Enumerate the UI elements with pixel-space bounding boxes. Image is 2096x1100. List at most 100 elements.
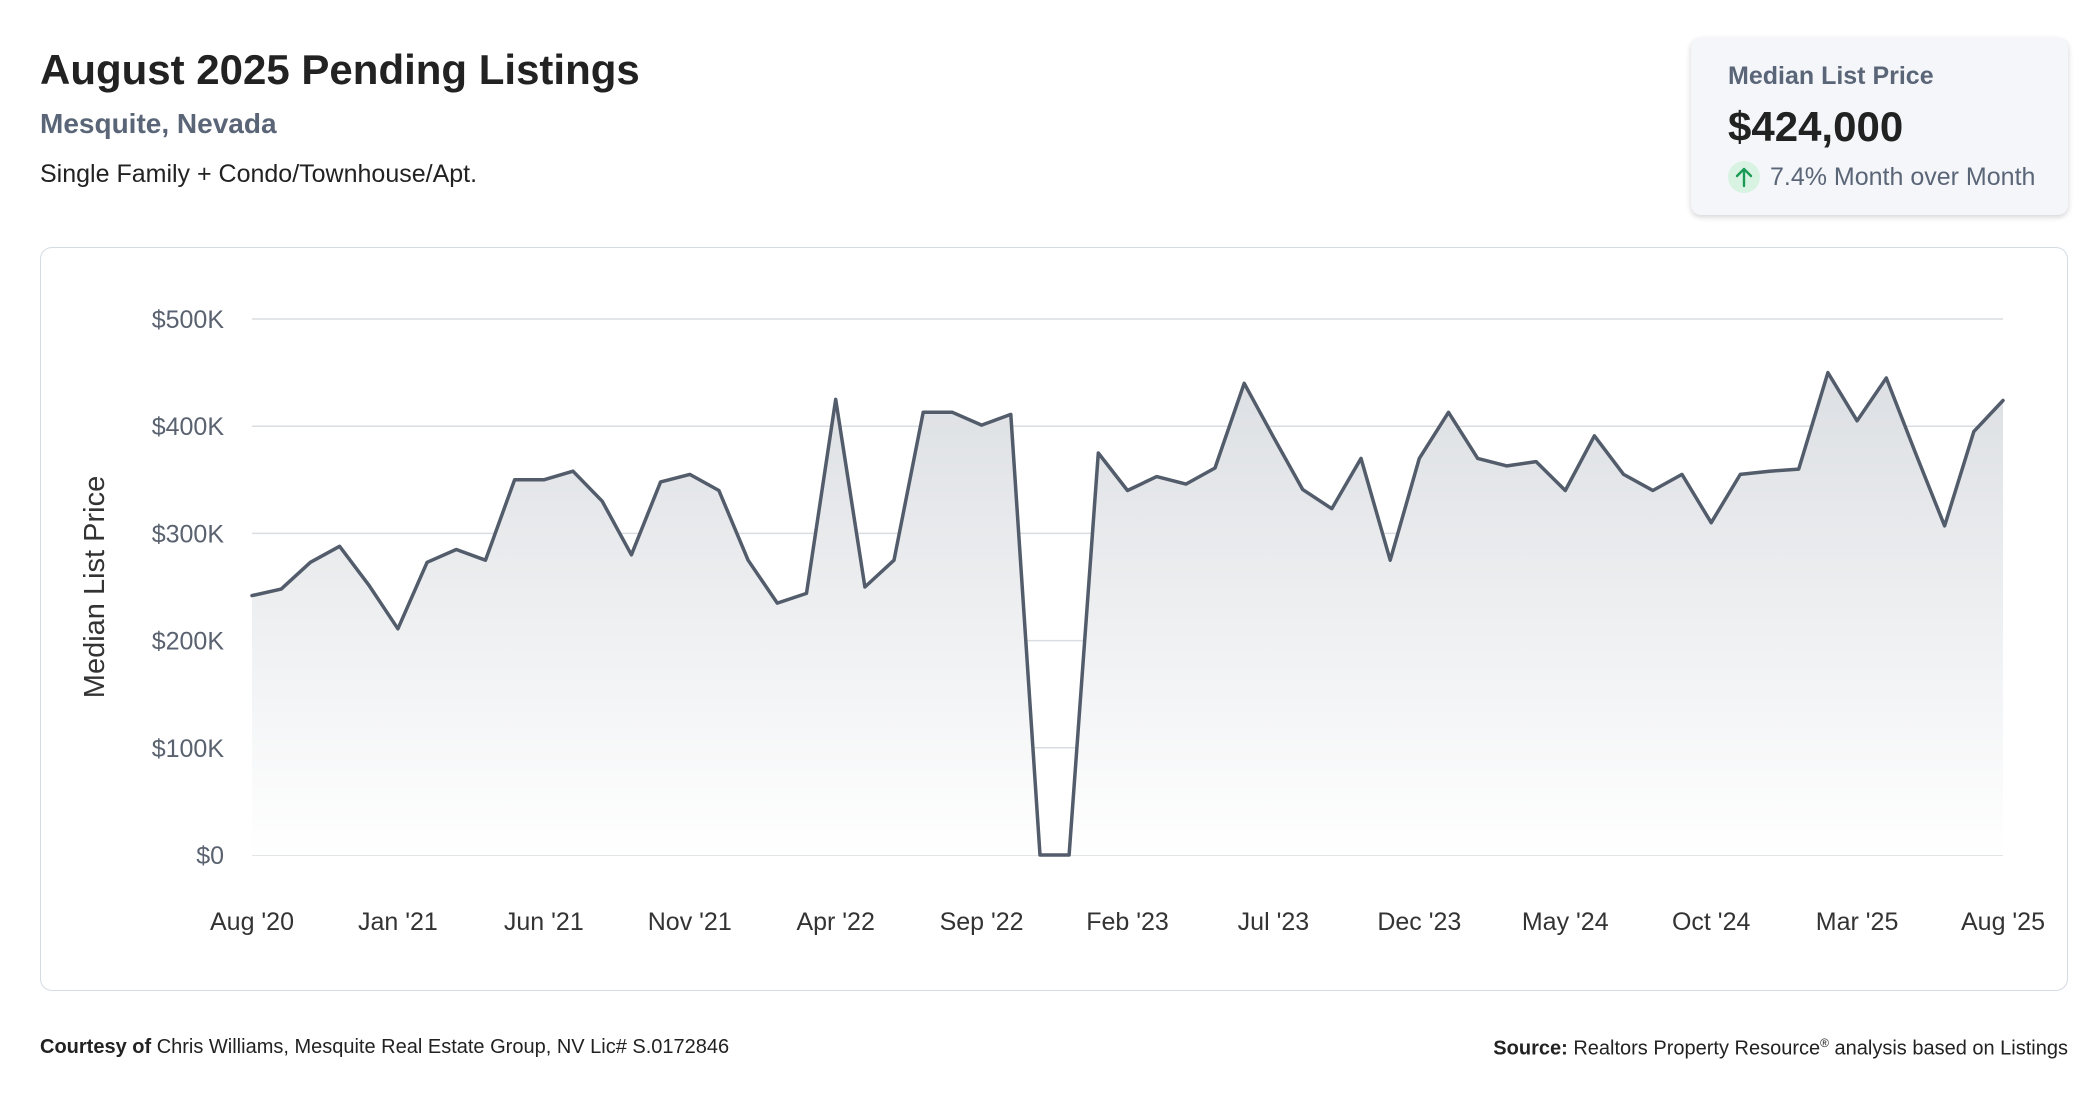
area-fill bbox=[252, 372, 2003, 855]
courtesy-line: Courtesy of Chris Williams, Mesquite Rea… bbox=[40, 1036, 729, 1059]
data-point bbox=[1884, 376, 1888, 380]
y-tick-label: $0 bbox=[196, 842, 224, 870]
data-point bbox=[1913, 451, 1917, 455]
data-point bbox=[1534, 460, 1538, 464]
data-point bbox=[863, 585, 867, 589]
data-point bbox=[1826, 371, 1830, 375]
data-point bbox=[892, 558, 896, 562]
x-tick-label: Sep '22 bbox=[940, 908, 1024, 936]
data-point bbox=[279, 587, 283, 591]
data-point bbox=[1972, 430, 1976, 434]
data-point bbox=[1563, 489, 1567, 493]
data-point bbox=[1447, 410, 1451, 414]
y-tick-label: $500K bbox=[152, 306, 225, 334]
series-line bbox=[250, 370, 2005, 857]
data-point bbox=[1417, 456, 1421, 460]
courtesy-text: Chris Williams, Mesquite Real Estate Gro… bbox=[156, 1036, 730, 1058]
source-text: analysis based on Listings bbox=[1834, 1037, 2068, 1060]
registered-mark: ® bbox=[1820, 1036, 1829, 1050]
property-types: Single Family + Condo/Townhouse/Apt. bbox=[40, 160, 478, 188]
y-tick-label: $100K bbox=[152, 735, 225, 763]
data-point bbox=[1738, 472, 1742, 476]
data-point bbox=[1592, 434, 1596, 438]
data-point bbox=[688, 472, 692, 476]
data-point bbox=[1271, 435, 1275, 439]
data-point bbox=[1855, 419, 1859, 423]
data-point bbox=[980, 423, 984, 427]
data-point bbox=[1388, 558, 1392, 562]
data-point bbox=[950, 410, 954, 414]
data-point bbox=[1797, 467, 1801, 471]
x-tick-label: Jul '23 bbox=[1238, 908, 1309, 936]
data-point bbox=[746, 558, 750, 562]
page-title: August 2025 Pending Listings bbox=[40, 46, 640, 93]
data-point bbox=[1155, 475, 1159, 479]
chart-container: $0 $100K $200K $300K $400K $500K Aug '20 Jan '2… bbox=[40, 247, 2068, 991]
data-point bbox=[1301, 487, 1305, 491]
data-point bbox=[308, 560, 312, 564]
data-point bbox=[717, 489, 721, 493]
data-point bbox=[1009, 412, 1013, 416]
data-point bbox=[454, 547, 458, 551]
x-tick-label: Nov '21 bbox=[648, 908, 732, 936]
data-point bbox=[338, 544, 342, 548]
source-name: Realtors Property Resource bbox=[1573, 1037, 1821, 1060]
x-tick-label: Aug '20 bbox=[210, 908, 294, 936]
data-point bbox=[513, 478, 517, 482]
y-tick-label: $400K bbox=[152, 413, 225, 441]
data-point bbox=[1651, 489, 1655, 493]
data-point bbox=[1096, 451, 1100, 455]
data-point bbox=[1680, 472, 1684, 476]
data-point bbox=[396, 627, 400, 631]
x-tick-label: Aug '25 bbox=[1961, 908, 2045, 936]
stat-change: 7.4% Month over Month bbox=[1728, 161, 2068, 193]
arrow-up-icon bbox=[1728, 161, 1760, 193]
data-point bbox=[1476, 456, 1480, 460]
data-point bbox=[804, 591, 808, 595]
y-tick-label: $200K bbox=[152, 628, 225, 656]
data-point bbox=[1242, 381, 1246, 385]
source-label: Source: bbox=[1493, 1037, 1568, 1060]
stat-label: Median List Price bbox=[1728, 62, 1934, 90]
x-tick-label: May '24 bbox=[1522, 908, 1609, 936]
x-tick-label: Jan '21 bbox=[358, 908, 438, 936]
stat-value: $424,000 bbox=[1728, 103, 1904, 150]
data-point bbox=[1330, 507, 1334, 511]
data-point bbox=[921, 410, 925, 414]
data-point bbox=[2001, 398, 2005, 402]
x-tick-label: Jun '21 bbox=[504, 908, 584, 936]
data-point bbox=[483, 558, 487, 562]
data-point bbox=[367, 583, 371, 587]
data-point bbox=[600, 499, 604, 503]
data-point bbox=[1038, 853, 1042, 857]
stat-change-text: 7.4% Month over Month bbox=[1770, 162, 2036, 191]
median-price-card: Median List Price $424,000 7.4% Month ov… bbox=[1691, 38, 2068, 215]
data-point bbox=[1709, 521, 1713, 525]
data-point bbox=[1768, 469, 1772, 473]
y-tick-label: $300K bbox=[152, 520, 225, 548]
data-point bbox=[1067, 853, 1071, 857]
data-point bbox=[1213, 466, 1217, 470]
x-tick-label: Mar '25 bbox=[1816, 908, 1899, 936]
price-chart: $0 $100K $200K $300K $400K $500K Aug '20 Jan '2… bbox=[79, 306, 2045, 936]
data-point bbox=[250, 594, 254, 598]
data-point bbox=[425, 560, 429, 564]
data-point bbox=[542, 478, 546, 482]
x-tick-label: Apr '22 bbox=[796, 908, 874, 936]
data-point bbox=[1126, 489, 1130, 493]
data-point bbox=[1184, 482, 1188, 486]
data-point bbox=[629, 553, 633, 557]
source-line: Source: Realtors Property Resource® anal… bbox=[1493, 1036, 2068, 1061]
data-point bbox=[1359, 456, 1363, 460]
x-tick-label: Dec '23 bbox=[1377, 908, 1461, 936]
data-point bbox=[571, 469, 575, 473]
y-axis-title: Median List Price bbox=[79, 476, 111, 698]
data-point bbox=[1505, 464, 1509, 468]
data-point bbox=[775, 601, 779, 605]
data-point bbox=[834, 397, 838, 401]
courtesy-label: Courtesy of bbox=[40, 1036, 152, 1058]
x-tick-label: Oct '24 bbox=[1672, 908, 1751, 936]
x-tick-label: Feb '23 bbox=[1086, 908, 1169, 936]
data-point bbox=[659, 480, 663, 484]
